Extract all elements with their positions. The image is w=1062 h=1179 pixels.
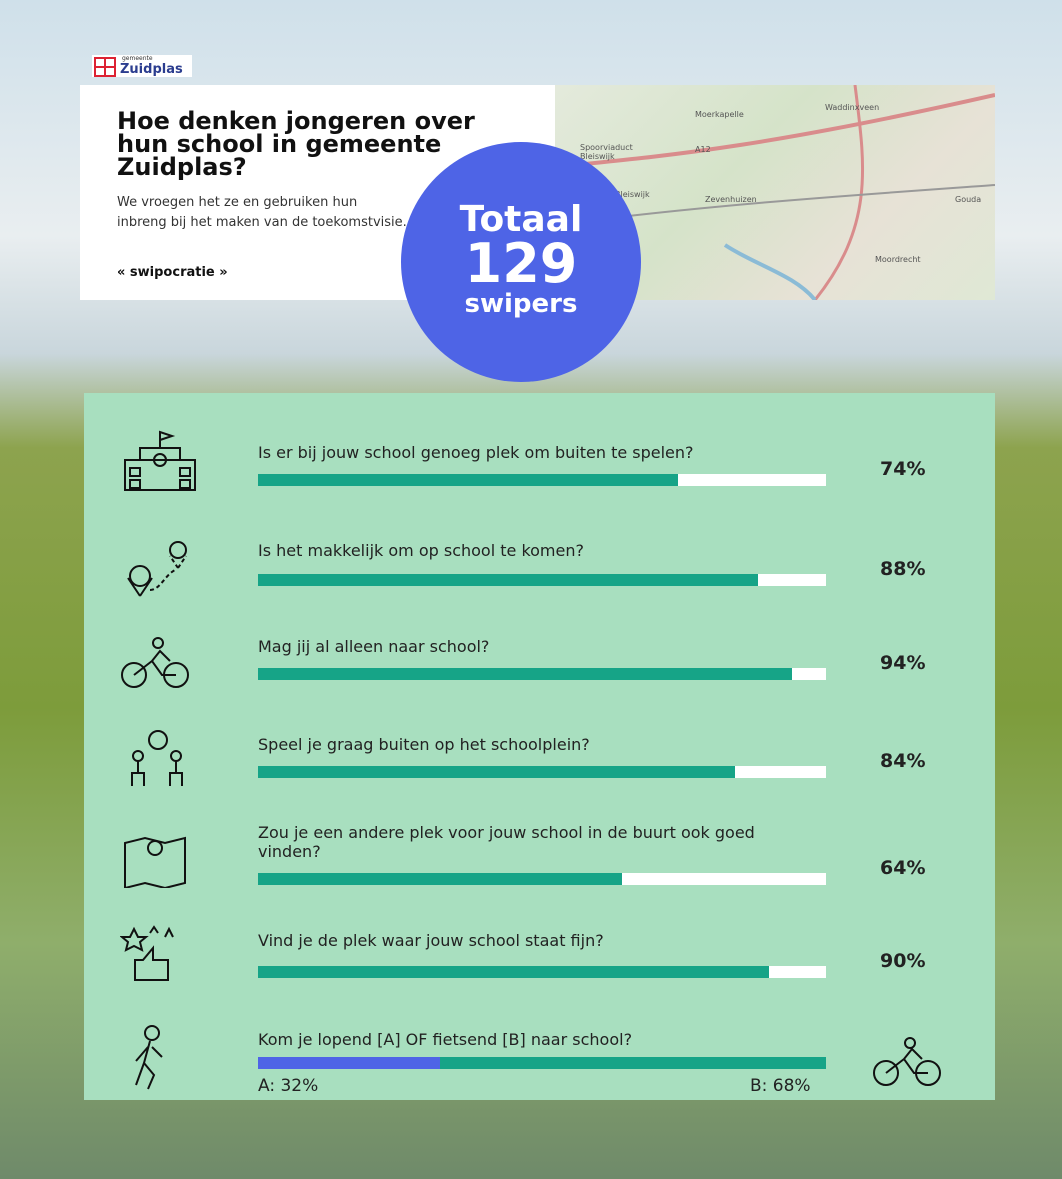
- bar-track: [258, 873, 826, 885]
- cyclist-icon: [872, 1035, 942, 1090]
- route-icon: [120, 538, 190, 598]
- question: Mag jij al alleen naar school?: [258, 637, 818, 656]
- brand: « swipocratie »: [117, 265, 228, 280]
- bar: [258, 966, 769, 978]
- question: Vind je de plek waar jouw school staat f…: [258, 931, 818, 950]
- percent-label: 90%: [880, 950, 925, 972]
- logo-icon: [94, 57, 116, 77]
- walker-icon: [120, 1023, 180, 1093]
- map-label: A12: [695, 145, 711, 154]
- subtitle: We vroegen het ze en gebruiken hun inbre…: [117, 193, 407, 233]
- map-label: Zevenhuizen: [705, 195, 757, 204]
- question: Is er bij jouw school genoeg plek om bui…: [258, 443, 818, 462]
- bar: [258, 574, 758, 586]
- total-value: 129: [401, 238, 641, 290]
- percent-label: 88%: [880, 558, 925, 580]
- percent-label: 94%: [880, 652, 925, 674]
- play-icon: [120, 728, 190, 788]
- map-icon: [120, 828, 190, 888]
- bar-track: [258, 574, 826, 586]
- bar-track: [258, 766, 826, 778]
- thumbs-icon: [120, 925, 190, 985]
- bar-a: [258, 1057, 440, 1069]
- bar-track: [258, 668, 826, 680]
- cyclist-icon: [120, 635, 190, 690]
- label-b: B: 68%: [750, 1077, 830, 1096]
- bar: [258, 766, 735, 778]
- map-label: Gouda: [955, 195, 981, 204]
- bar-track: [258, 966, 826, 978]
- percent-label: 84%: [880, 750, 925, 772]
- bar-track: [258, 1057, 826, 1069]
- map-label: Moerkapelle: [695, 110, 744, 119]
- logo-small: gemeente: [122, 55, 153, 62]
- label-a: A: 32%: [258, 1077, 318, 1096]
- school-icon: [120, 430, 200, 495]
- question: Speel je graag buiten op het schoolplein…: [258, 735, 818, 754]
- map-label: Waddinxveen: [825, 103, 879, 112]
- bar-b: [440, 1057, 826, 1069]
- percent-label: 64%: [880, 857, 925, 879]
- map-label: Spoorviaduct Bleiswijk: [580, 143, 640, 161]
- page: gemeente Zuidplas Hoe denken jongeren ov…: [0, 0, 1062, 1179]
- bar-track: [258, 474, 826, 486]
- bar: [258, 873, 622, 885]
- percent-label: 74%: [880, 458, 925, 480]
- bar: [258, 668, 792, 680]
- logo-name: Zuidplas: [120, 62, 183, 77]
- total-unit: swipers: [401, 290, 641, 318]
- question: Kom je lopend [A] OF fietsend [B] naar s…: [258, 1030, 818, 1049]
- map-label: Moordrecht: [875, 255, 921, 264]
- total-badge: Totaal 129 swipers: [401, 142, 641, 382]
- question: Is het makkelijk om op school te komen?: [258, 541, 818, 560]
- bar: [258, 474, 678, 486]
- question: Zou je een andere plek voor jouw school …: [258, 823, 818, 861]
